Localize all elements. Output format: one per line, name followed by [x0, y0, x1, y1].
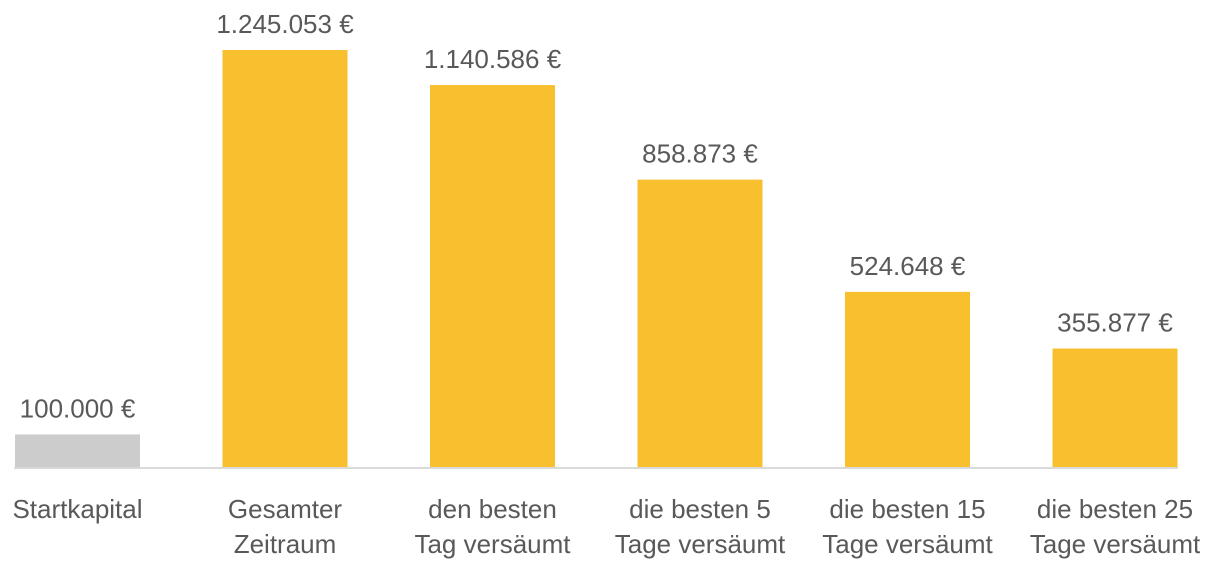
bar-4 [845, 291, 970, 468]
category-label-2-line-1: Tag versäumt [414, 529, 571, 559]
value-label-2: 1.140.586 € [424, 44, 562, 74]
value-label-1: 1.245.053 € [216, 9, 354, 39]
category-label-1-line-1: Zeitraum [234, 529, 337, 559]
category-label-3-line-0: die besten 5 [629, 494, 771, 524]
category-label-5-line-0: die besten 25 [1037, 494, 1193, 524]
bar-0 [15, 434, 140, 468]
bar-2 [430, 85, 555, 468]
category-labels-group: Startkapital Gesamter Zeitraum den besten Ta… [12, 494, 1201, 559]
bar-1 [222, 50, 348, 468]
value-label-5: 355.877 € [1057, 308, 1173, 338]
bar-5 [1052, 348, 1178, 468]
category-label-2-line-0: den besten [428, 494, 557, 524]
value-label-3: 858.873 € [642, 139, 758, 169]
value-labels-group: 100.000 € 1.245.053 € 1.140.586 € 858.873 €… [20, 9, 1174, 423]
category-label-3-line-1: Tage versäumt [615, 529, 786, 559]
category-label-4-line-1: Tage versäumt [822, 529, 993, 559]
category-label-5-line-1: Tage versäumt [1030, 529, 1201, 559]
bars-group [15, 50, 1178, 468]
category-label-4-line-0: die besten 15 [829, 494, 985, 524]
value-label-0: 100.000 € [20, 393, 136, 423]
category-label-0-line-0: Startkapital [12, 494, 142, 524]
category-label-1-line-0: Gesamter [228, 494, 342, 524]
bar-3 [637, 179, 763, 468]
value-label-4: 524.648 € [850, 251, 966, 281]
